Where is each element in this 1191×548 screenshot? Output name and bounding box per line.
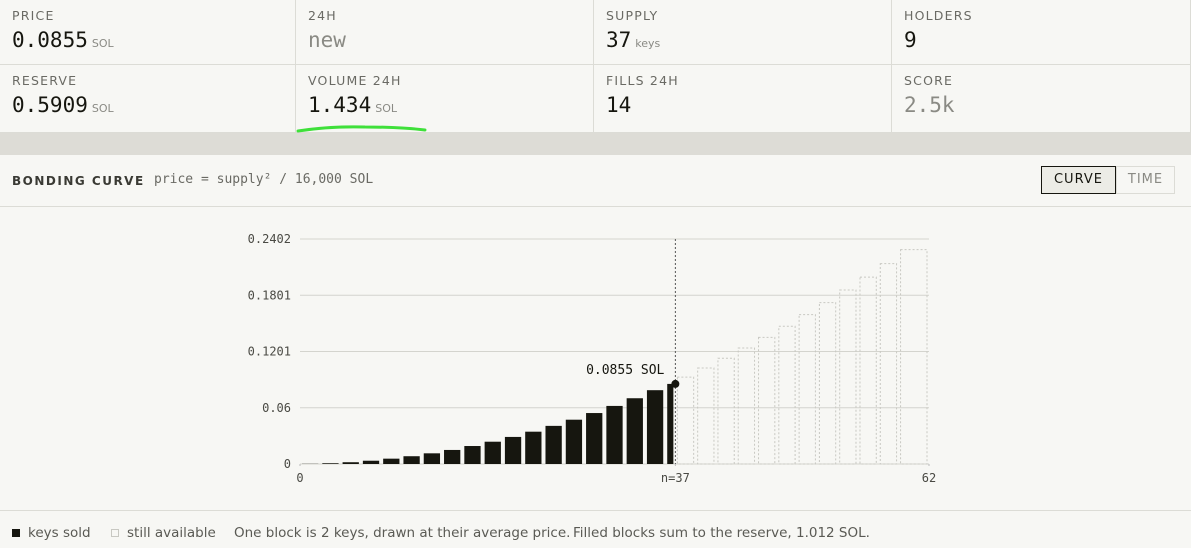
bar: [322, 463, 338, 464]
bar: [343, 462, 359, 464]
bar: [718, 358, 734, 464]
highlight-underline: [298, 127, 425, 131]
x-tick-label: 62: [922, 471, 936, 485]
y-tick-label: 0.06: [262, 401, 291, 415]
y-tick-label: 0: [284, 457, 291, 471]
bar: [606, 406, 622, 464]
bar: [424, 453, 440, 464]
bar: [485, 442, 501, 464]
x-tick-label: 0: [296, 471, 303, 485]
y-tick-label: 0.1201: [248, 345, 291, 359]
bar: [840, 290, 856, 464]
bar: [799, 315, 815, 464]
bar: [505, 437, 521, 464]
y-tick-label: 0.1801: [248, 288, 291, 302]
current-point: [671, 380, 679, 388]
bar: [860, 277, 876, 464]
bar: [444, 450, 460, 464]
bar: [464, 446, 480, 464]
current-label: 0.0855 SOL: [586, 363, 664, 378]
bar: [759, 337, 775, 464]
y-tick-label: 0.2402: [248, 232, 291, 246]
bar: [383, 459, 399, 464]
bar: [819, 303, 835, 464]
bar: [363, 461, 379, 464]
x-tick-label: n=37: [661, 471, 690, 485]
bar: [647, 390, 663, 464]
bar: [738, 348, 754, 464]
bar: [677, 377, 693, 464]
bar: [403, 456, 419, 464]
bar: [627, 398, 643, 464]
bar: [667, 384, 673, 464]
bar: [566, 420, 582, 464]
bar: [525, 432, 541, 464]
bar: [698, 368, 714, 464]
bar: [880, 264, 896, 464]
bar: [779, 326, 795, 464]
bar: [901, 250, 927, 464]
bar: [545, 426, 561, 464]
bar: [586, 413, 602, 464]
